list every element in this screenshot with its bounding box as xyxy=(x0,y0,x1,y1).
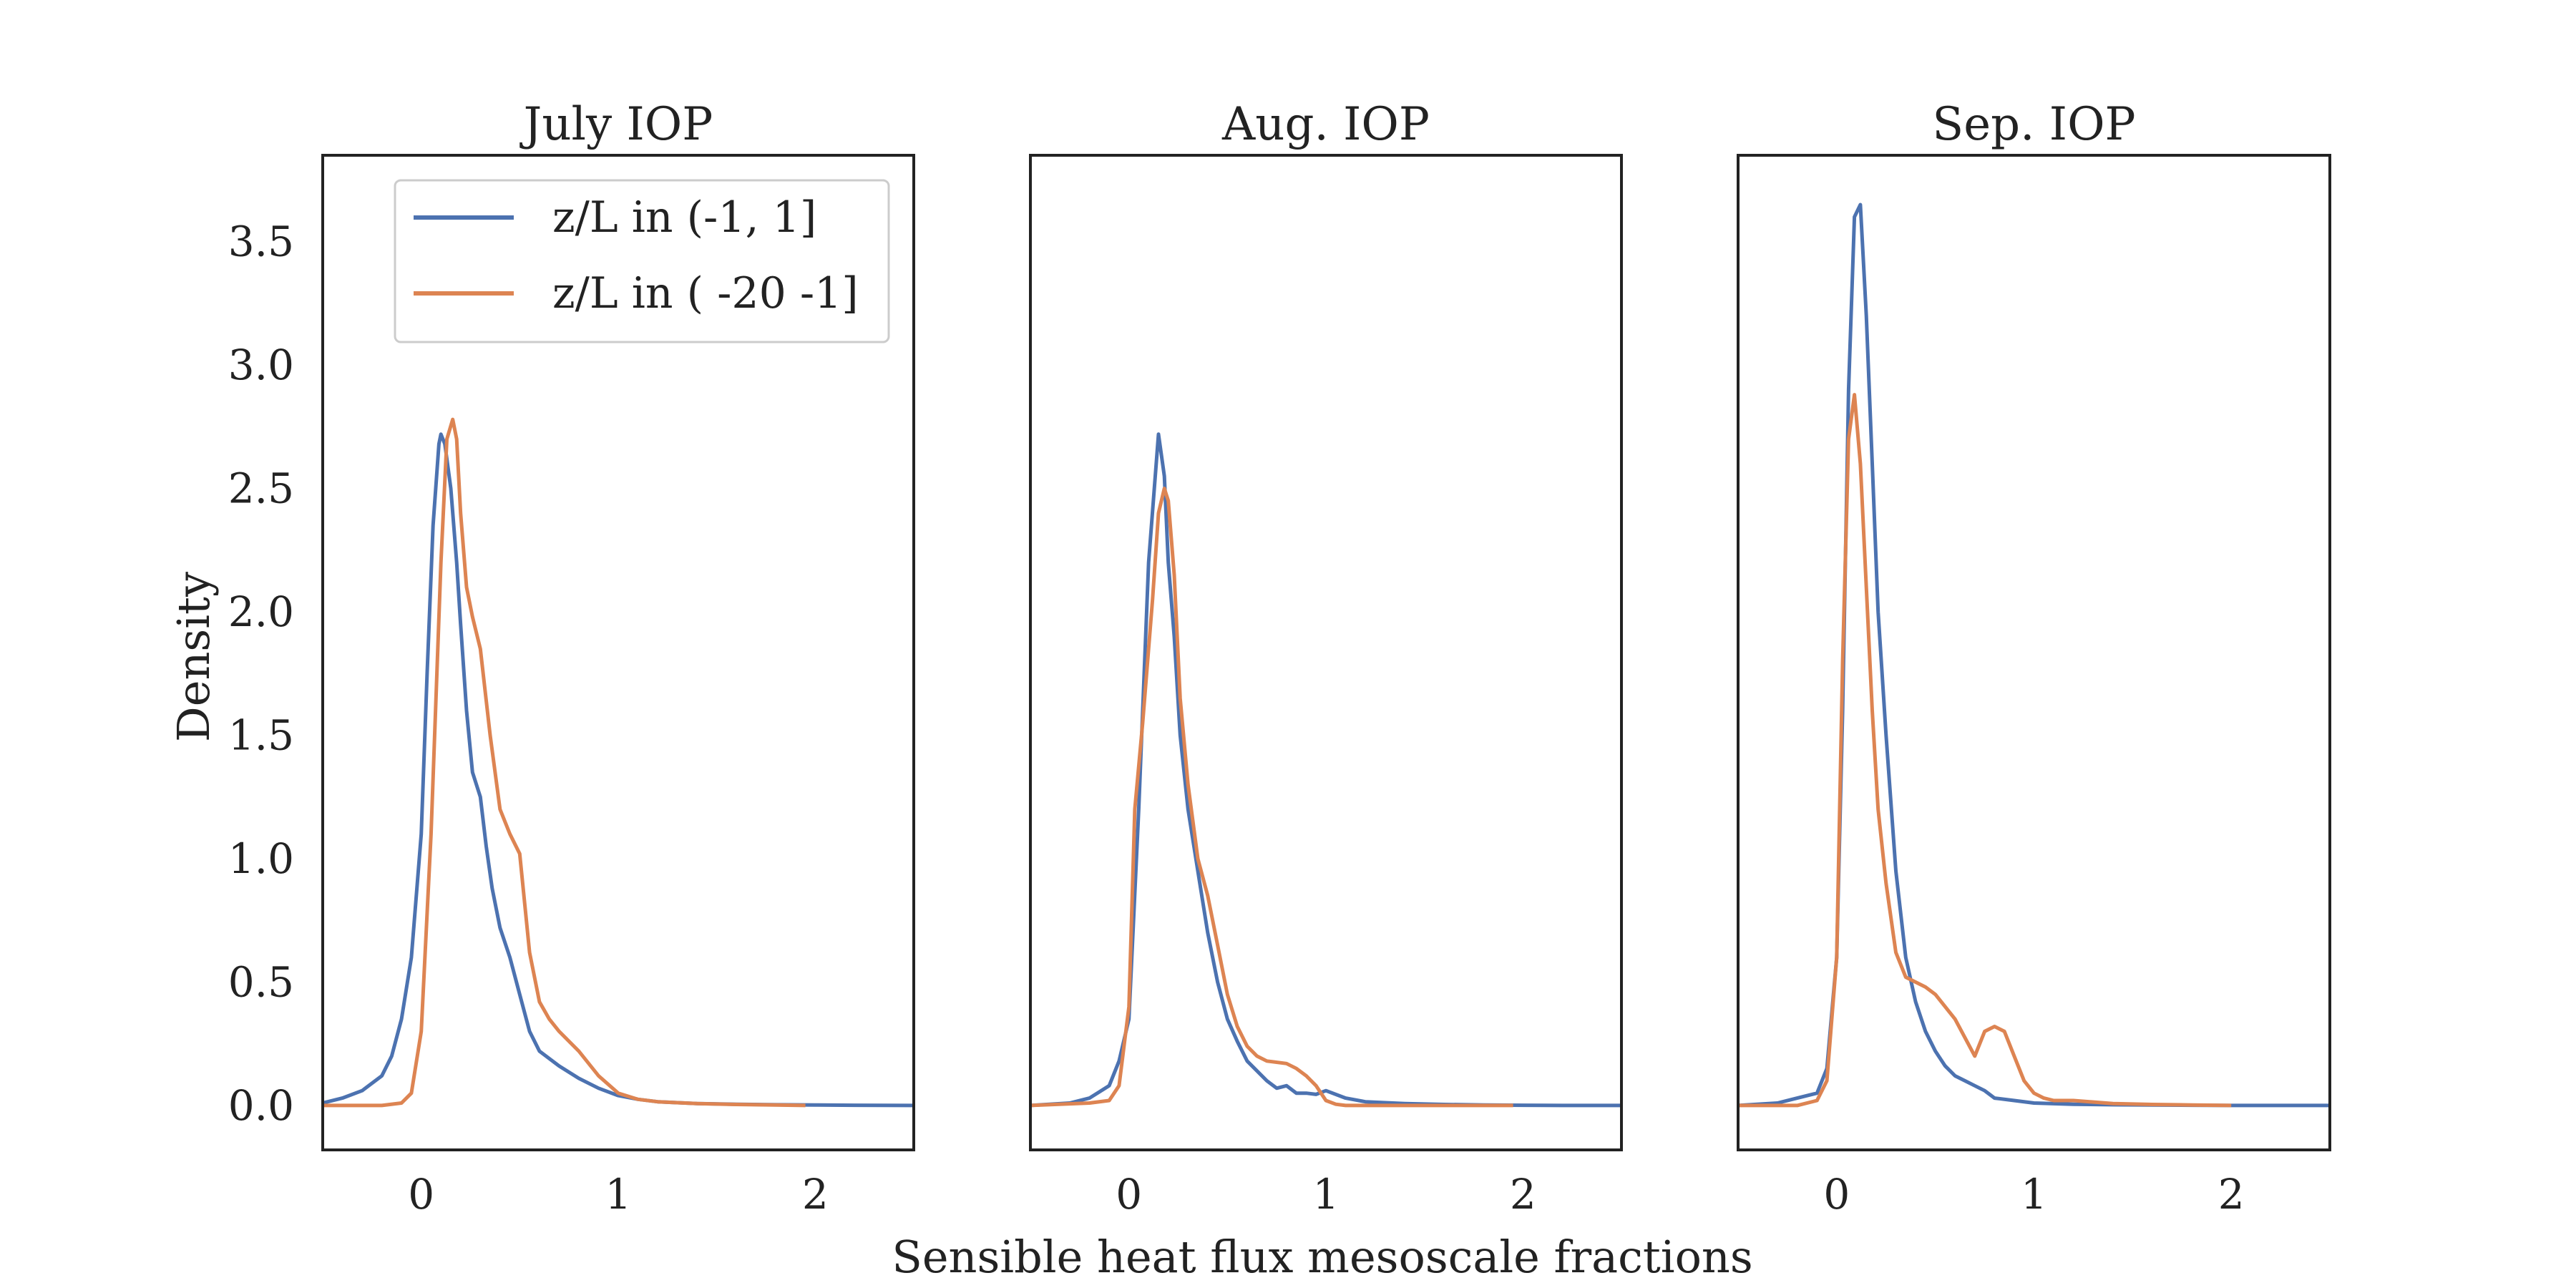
panel-frame-1 xyxy=(1029,154,1623,1151)
panel-1: Aug. IOP 0 1 2 xyxy=(1029,98,1623,1219)
y-tick-label-0-2: 1.0 xyxy=(228,834,294,883)
y-tick-label-0-5: 2.5 xyxy=(228,464,294,513)
y-tick-label-0-4: 2.0 xyxy=(228,587,294,636)
panel-frame-2 xyxy=(1737,154,2331,1151)
x-tick-label-0-1: 1 xyxy=(605,1170,632,1219)
panels: July IOP 0 1 2 0.0 0.5 1.0 1.5 2.0 2.5 3.0 3.5 Aug. … xyxy=(228,98,2331,1219)
series-line-2-0 xyxy=(1738,203,2330,1108)
x-tick-label-0-0: 0 xyxy=(408,1170,434,1219)
y-tick-label-0-1: 0.5 xyxy=(228,957,294,1006)
x-tick-label-1-2: 2 xyxy=(1510,1170,1536,1219)
x-tick-label-1-0: 0 xyxy=(1116,1170,1142,1219)
panel-2: Sep. IOP 0 1 2 xyxy=(1737,98,2331,1219)
series-line-1-0 xyxy=(1030,432,1621,1108)
y-axis-label: Density xyxy=(167,572,220,742)
panel-title-0: July IOP xyxy=(519,98,713,151)
legend: z/L in (-1, 1] z/L in ( -20 -1] xyxy=(394,179,890,343)
legend-label-0: z/L in (-1, 1] xyxy=(552,192,816,243)
series-line-0-1 xyxy=(323,417,806,1108)
x-axis-label: Sensible heat flux mesoscale fractions xyxy=(892,1231,1752,1283)
y-tick-label-0-0: 0.0 xyxy=(228,1081,294,1130)
panel-frame-0 xyxy=(321,154,915,1151)
legend-label-1: z/L in ( -20 -1] xyxy=(552,268,859,318)
panel-0: July IOP 0 1 2 0.0 0.5 1.0 1.5 2.0 2.5 3.0 3.5 xyxy=(228,98,915,1219)
x-tick-label-1-1: 1 xyxy=(1313,1170,1340,1219)
y-tick-label-0-6: 3.0 xyxy=(228,341,294,389)
x-tick-label-2-1: 1 xyxy=(2021,1170,2047,1219)
series-line-1-1 xyxy=(1030,487,1513,1108)
panel-title-2: Sep. IOP xyxy=(1932,98,2135,151)
panel-title-1: Aug. IOP xyxy=(1221,98,1430,151)
x-tick-label-0-2: 2 xyxy=(802,1170,829,1219)
series-line-0-0 xyxy=(323,432,914,1108)
y-tick-label-0-3: 1.5 xyxy=(228,711,294,760)
x-tick-label-2-0: 0 xyxy=(1823,1170,1850,1219)
legend-frame xyxy=(394,179,890,343)
series-line-2-1 xyxy=(1738,393,2232,1108)
y-tick-label-0-7: 3.5 xyxy=(228,218,294,266)
x-tick-label-2-2: 2 xyxy=(2218,1170,2245,1219)
